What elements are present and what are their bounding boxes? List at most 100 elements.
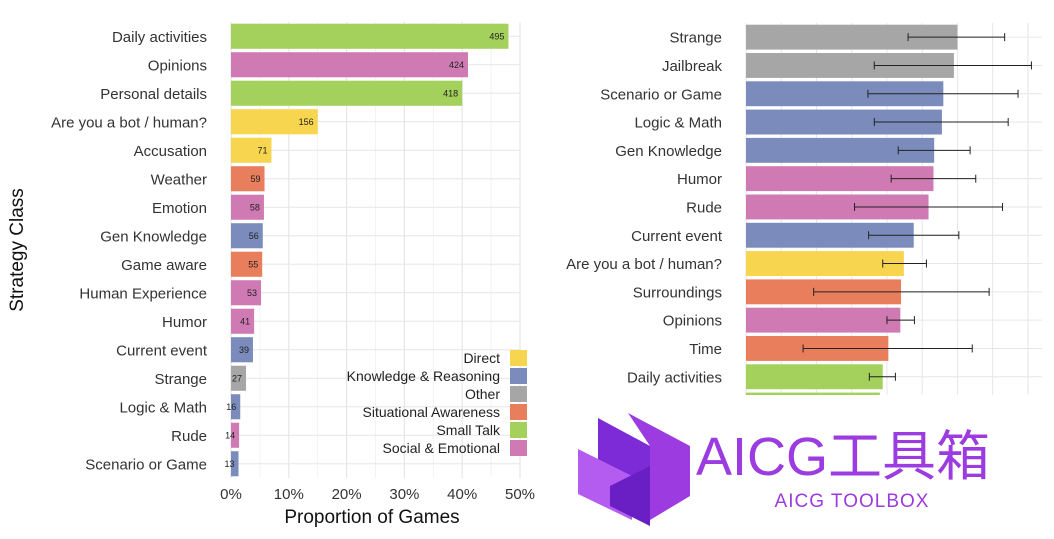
watermark-subtitle: AICG TOOLBOX [775,491,930,512]
left-bar-count-accusation: 71 [257,145,267,155]
right-category-label-surroundings: Surroundings [633,284,722,301]
legend-swatch-small-talk [510,422,527,438]
left-bar-game-aware [231,251,263,277]
left-category-label-personal-details: Personal details [100,86,207,103]
right-category-label-scenario-or-game: Scenario or Game [600,86,722,103]
left-category-label-accusation: Accusation [134,143,207,160]
right-category-label-jailbreak: Jailbreak [662,58,723,75]
right-bar-are-you-a-bot-human [746,251,904,277]
legend-label-social-emotional: Social & Emotional [382,440,500,456]
left-bar-strange [231,365,247,391]
left-x-tick-label: 30% [389,486,419,503]
left-bar-opinions [231,52,468,78]
left-bar-count-strange: 27 [232,373,242,383]
legend-swatch-knowledge-reasoning [510,368,527,384]
right-category-label-logic-math: Logic & Math [634,115,722,132]
left-category-label-current-event: Current event [116,342,208,359]
left-bar-count-humor: 41 [240,316,250,326]
right-category-label-gen-knowledge: Gen Knowledge [615,143,722,160]
legend-swatch-situational-awareness [510,404,527,420]
left-bar-daily-activities [231,23,509,49]
left-category-label-weather: Weather [151,171,207,188]
left-category-label-are-you-a-bot-human: Are you a bot / human? [51,114,207,131]
left-bar-count-scenario-or-game: 13 [224,459,234,469]
legend-label-small-talk: Small Talk [436,422,501,438]
legend-swatch-other [510,386,527,402]
right-error-bar-rude [854,202,1004,211]
legend-label-other: Other [465,386,500,402]
left-bar-humor [231,308,255,334]
left-category-label-scenario-or-game: Scenario or Game [85,456,207,473]
left-bar-gen-knowledge [231,223,263,249]
left-bar-count-logic-math: 16 [226,402,236,412]
left-category-label-opinions: Opinions [148,57,207,74]
left-category-label-rude: Rude [171,428,207,445]
left-x-tick-label: 40% [447,486,477,503]
left-bar-count-opinions: 424 [449,60,464,70]
legend: Direct Knowledge & Reasoning Other Situatio… [347,350,527,456]
left-category-label-human-experience: Human Experience [79,285,207,302]
left-x-tick-label: 0% [220,486,242,503]
right-bar-opinions [746,307,901,333]
left-bar-count-gen-knowledge: 56 [249,231,259,241]
right-chart: Strange Jailbreak Scenario or Game Logic & … [566,23,1042,395]
right-plot-area [745,23,1042,395]
left-bar-are-you-a-bot-human [231,109,318,135]
right-category-label-current-event: Current event [631,228,723,245]
right-error-bar-daily-activities [868,372,896,381]
left-bar-count-human-experience: 53 [247,288,257,298]
right-error-bar-strange [907,33,1006,42]
left-bar-personal-details [231,80,463,106]
left-x-tick-label: 20% [332,486,362,503]
right-category-label-rude: Rude [686,199,722,216]
left-category-label-daily-activities: Daily activities [112,29,207,46]
right-bar-daily-activities [746,364,883,390]
right-error-bar-humor [890,174,977,183]
right-error-bar-logic-math [873,118,1009,127]
watermark-logo: AICG工具箱 AICG TOOLBOX [578,413,990,526]
right-category-label-strange: Strange [669,30,722,47]
left-bar-rude [231,422,240,448]
left-y-axis-title: Strategy Class [7,188,28,312]
left-category-label-game-aware: Game aware [121,257,207,274]
left-x-axis-title: Proportion of Games [284,507,459,528]
right-error-bar-are-you-a-bot-human [882,259,927,268]
right-category-label-time: Time [689,341,722,358]
legend-label-direct: Direct [463,350,500,366]
logo-icon [578,413,690,526]
legend-swatch-direct [510,350,527,366]
legend-swatch-social-emotional [510,440,527,456]
left-bar-count-rude: 14 [225,430,235,440]
left-category-label-emotion: Emotion [152,200,207,217]
right-error-bar-surroundings [813,287,990,296]
left-bar-count-are-you-a-bot-human: 156 [299,117,314,127]
legend-label-knowledge-reasoning: Knowledge & Reasoning [347,368,500,384]
left-bar-emotion [231,194,264,220]
left-chart: 495 Daily activities 424 Opinions 418 Persona… [7,22,535,528]
left-bar-current-event [231,337,253,363]
left-bar-count-current-event: 39 [239,345,249,355]
watermark-title: AICG工具箱 [696,427,990,487]
right-error-bar-jailbreak [873,61,1032,70]
left-bar-logic-math [231,394,241,420]
left-category-label-gen-knowledge: Gen Knowledge [100,228,207,245]
left-bar-accusation [231,137,272,163]
left-bar-human-experience [231,280,262,306]
left-bar-scenario-or-game [231,451,239,477]
left-bar-count-weather: 59 [251,174,261,184]
right-error-bar-gen-knowledge [897,146,971,155]
legend-label-situational-awareness: Situational Awareness [363,404,501,420]
left-x-tick-label: 50% [505,486,535,503]
right-category-label-humor: Humor [677,171,722,188]
left-bar-count-emotion: 58 [250,202,260,212]
right-error-bar-scenario-or-game [867,89,1019,98]
right-bar-unlabeled [746,392,880,395]
left-category-label-humor: Humor [162,314,207,331]
right-error-bar-opinions [886,316,915,325]
left-bar-count-game-aware: 55 [248,259,258,269]
right-category-label-daily-activities: Daily activities [627,369,722,386]
left-x-tick-label: 10% [274,486,304,503]
left-category-label-strange: Strange [154,371,207,388]
